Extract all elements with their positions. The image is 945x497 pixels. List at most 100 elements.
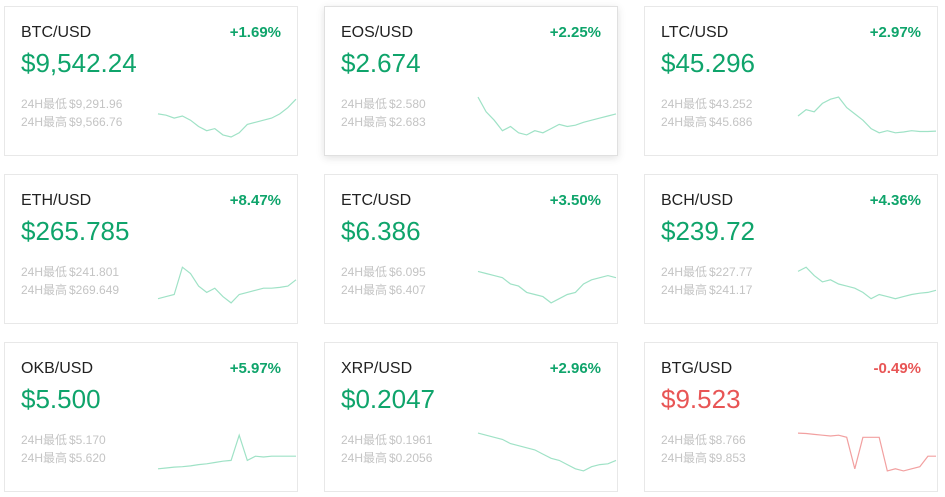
low-24h-row: 24H最低 $43.252 <box>661 95 752 112</box>
ticker-card[interactable]: BTG/USD -0.49% $9.523 24H最低 $8.766 24H最高 $9.85… <box>644 342 938 492</box>
low-24h-row: 24H最低 $6.095 <box>341 263 426 280</box>
sparkline-chart <box>157 433 296 470</box>
low-24h-value: $43.252 <box>709 97 753 111</box>
sparkline-line <box>477 96 617 136</box>
last-price: $9.523 <box>661 384 741 414</box>
last-price: $265.785 <box>21 216 130 246</box>
sparkline-chart <box>477 270 617 304</box>
sparkline-line <box>157 433 296 470</box>
sparkline-line <box>797 96 937 134</box>
low-24h-label: 24H最低 <box>21 265 68 279</box>
high-24h-label: 24H最高 <box>21 451 68 465</box>
pair-name: ETC/USD <box>341 192 412 209</box>
sparkline-chart <box>477 96 617 136</box>
high-24h-value: $269.649 <box>69 283 120 297</box>
last-price: $0.2047 <box>341 384 435 414</box>
high-24h-label: 24H最高 <box>341 115 388 129</box>
high-24h-label: 24H最高 <box>661 451 708 465</box>
last-price: $239.72 <box>661 216 755 246</box>
ticker-card[interactable]: BTC/USD +1.69% $9,542.24 24H最低 $9,291.96 24H最… <box>4 6 298 156</box>
low-24h-value: $227.77 <box>709 265 753 279</box>
last-price: $2.674 <box>341 48 421 78</box>
low-24h-row: 24H最低 $9,291.96 <box>21 95 122 112</box>
sparkline-chart <box>157 266 297 304</box>
pair-name: BTG/USD <box>661 360 733 377</box>
high-24h-value: $45.686 <box>709 115 753 129</box>
low-24h-label: 24H最低 <box>661 433 708 447</box>
low-24h-value: $9,291.96 <box>69 97 123 111</box>
high-24h-value: $241.17 <box>709 283 753 297</box>
last-price: $9,542.24 <box>21 48 137 78</box>
low-24h-row: 24H最低 $241.801 <box>21 263 119 280</box>
high-24h-value: $9,566.76 <box>69 115 123 129</box>
sparkline-line <box>477 270 617 304</box>
low-24h-value: $2.580 <box>389 97 426 111</box>
ticker-card[interactable]: BCH/USD +4.36% $239.72 24H最低 $227.77 24H最高 $24… <box>644 174 938 324</box>
price-change-percent: +2.25% <box>549 24 601 41</box>
pair-name: LTC/USD <box>661 24 729 41</box>
low-24h-value: $241.801 <box>69 265 120 279</box>
price-change-percent: +2.96% <box>549 360 601 377</box>
ticker-card[interactable]: EOS/USD +2.25% $2.674 24H最低 $2.580 24H最高 $2.68… <box>324 6 618 156</box>
low-24h-label: 24H最低 <box>341 265 388 279</box>
ticker-card[interactable]: LTC/USD +2.97% $45.296 24H最低 $43.252 24H最高 $45… <box>644 6 938 156</box>
sparkline-line <box>477 432 617 472</box>
price-change-percent: -0.49% <box>873 360 921 377</box>
low-24h-label: 24H最低 <box>661 265 708 279</box>
ticker-card[interactable]: OKB/USD +5.97% $5.500 24H最低 $5.170 24H最高 $5.62… <box>4 342 298 492</box>
high-24h-value: $9.853 <box>709 451 746 465</box>
sparkline-line <box>157 266 297 304</box>
sparkline-chart <box>477 432 617 472</box>
low-24h-value: $5.170 <box>69 433 106 447</box>
low-24h-label: 24H最低 <box>21 97 68 111</box>
sparkline-chart <box>797 432 936 472</box>
low-24h-value: $0.1961 <box>389 433 433 447</box>
pair-name: ETH/USD <box>21 192 92 209</box>
price-change-percent: +4.36% <box>869 192 921 209</box>
sparkline-line <box>157 98 297 138</box>
low-24h-row: 24H最低 $0.1961 <box>341 431 432 448</box>
ticker-card[interactable]: ETH/USD +8.47% $265.785 24H最低 $241.801 24H最高 $… <box>4 174 298 324</box>
price-change-percent: +3.50% <box>549 192 601 209</box>
ticker-card[interactable]: ETC/USD +3.50% $6.386 24H最低 $6.095 24H最高 $6.40… <box>324 174 618 324</box>
price-change-percent: +2.97% <box>869 24 921 41</box>
pair-name: BCH/USD <box>661 192 734 209</box>
low-24h-value: $6.095 <box>389 265 426 279</box>
high-24h-row: 24H最高 $0.2056 <box>341 449 432 466</box>
high-24h-label: 24H最高 <box>21 283 68 297</box>
low-24h-row: 24H最低 $227.77 <box>661 263 752 280</box>
price-change-percent: +1.69% <box>229 24 281 41</box>
sparkline-chart <box>157 98 297 138</box>
low-24h-label: 24H最低 <box>661 97 708 111</box>
last-price: $5.500 <box>21 384 101 414</box>
high-24h-label: 24H最高 <box>341 451 388 465</box>
high-24h-row: 24H最高 $269.649 <box>21 281 119 298</box>
pair-name: BTC/USD <box>21 24 92 41</box>
ticker-card[interactable]: XRP/USD +2.96% $0.2047 24H最低 $0.1961 24H最高 $0.… <box>324 342 618 492</box>
high-24h-row: 24H最高 $9.853 <box>661 449 746 466</box>
sparkline-chart <box>797 266 937 300</box>
high-24h-value: $6.407 <box>389 283 426 297</box>
high-24h-value: $0.2056 <box>389 451 433 465</box>
price-change-percent: +5.97% <box>229 360 281 377</box>
high-24h-label: 24H最高 <box>661 115 708 129</box>
last-price: $45.296 <box>661 48 755 78</box>
low-24h-row: 24H最低 $2.580 <box>341 95 426 112</box>
low-24h-value: $8.766 <box>709 433 746 447</box>
high-24h-row: 24H最高 $45.686 <box>661 113 752 130</box>
high-24h-label: 24H最高 <box>341 283 388 297</box>
high-24h-label: 24H最高 <box>21 115 68 129</box>
low-24h-label: 24H最低 <box>341 97 388 111</box>
sparkline-line <box>797 266 937 300</box>
low-24h-row: 24H最低 $5.170 <box>21 431 106 448</box>
low-24h-label: 24H最低 <box>21 433 68 447</box>
high-24h-row: 24H最高 $6.407 <box>341 281 426 298</box>
pair-name: XRP/USD <box>341 360 413 377</box>
sparkline-line <box>797 432 936 472</box>
sparkline-chart <box>797 96 937 134</box>
low-24h-row: 24H最低 $8.766 <box>661 431 746 448</box>
pair-name: EOS/USD <box>341 24 414 41</box>
last-price: $6.386 <box>341 216 421 246</box>
high-24h-label: 24H最高 <box>661 283 708 297</box>
high-24h-row: 24H最高 $241.17 <box>661 281 752 298</box>
